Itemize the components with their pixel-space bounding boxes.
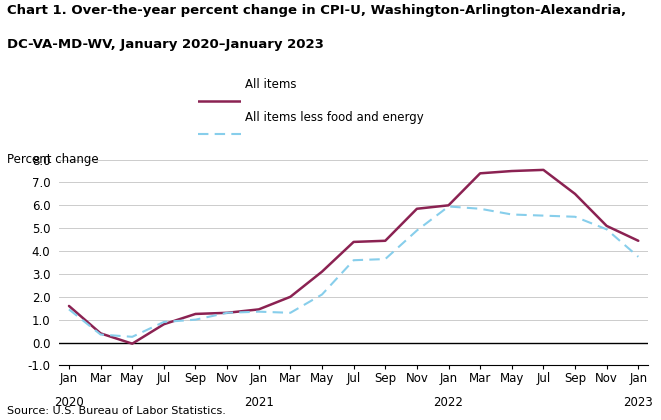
- Text: 2022: 2022: [434, 396, 463, 409]
- Text: 2021: 2021: [244, 396, 274, 409]
- Text: 2023: 2023: [623, 396, 653, 409]
- Text: 2020: 2020: [54, 396, 84, 409]
- Text: DC-VA-MD-WV, January 2020–January 2023: DC-VA-MD-WV, January 2020–January 2023: [7, 38, 323, 51]
- Text: All items less food and energy: All items less food and energy: [245, 111, 423, 124]
- Text: All items: All items: [245, 78, 296, 90]
- Text: Chart 1. Over-the-year percent change in CPI-U, Washington-Arlington-Alexandria,: Chart 1. Over-the-year percent change in…: [7, 4, 626, 17]
- Text: Source: U.S. Bureau of Labor Statistics.: Source: U.S. Bureau of Labor Statistics.: [7, 406, 225, 416]
- Text: Percent change: Percent change: [7, 153, 98, 166]
